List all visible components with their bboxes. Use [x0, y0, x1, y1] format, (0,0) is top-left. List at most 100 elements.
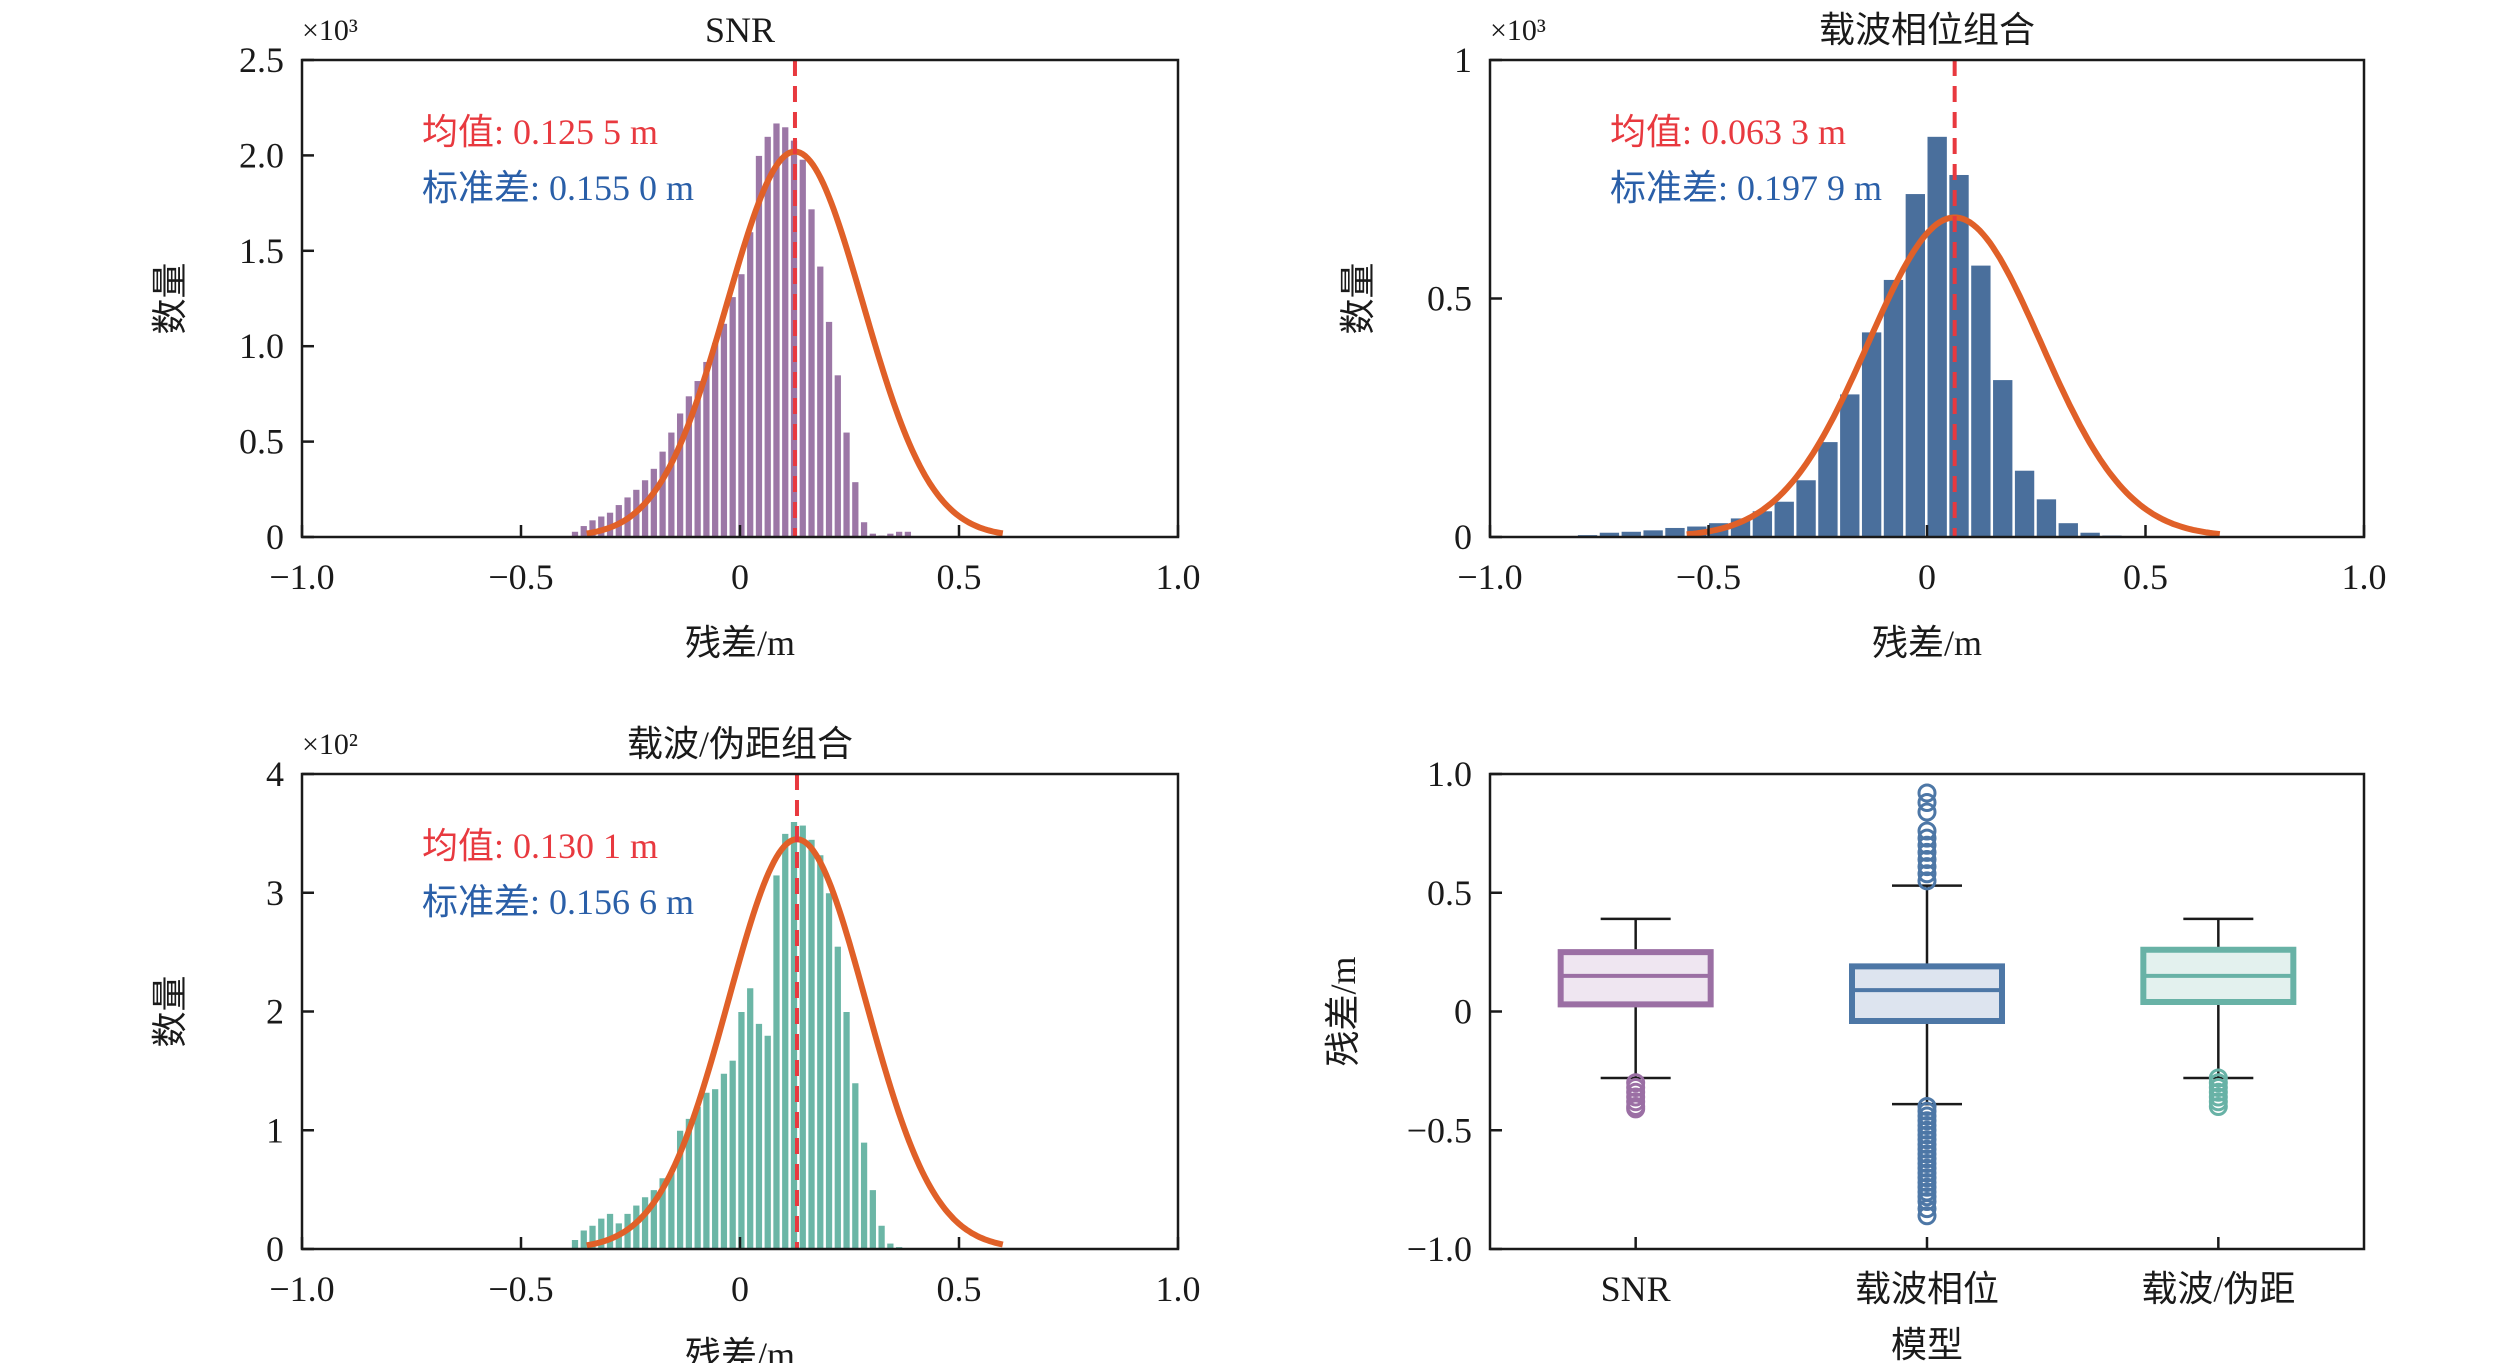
snr-ticks: −1.0 −0.5 0 0.5 1.0 0 0.5 1.0 1.5 2.0 2.5 [239, 40, 1201, 597]
snr-x-axis-label: 残差/m [685, 623, 795, 663]
carrier-pseudorange-bar [798, 824, 807, 1250]
snr-x-tick-label: 0.5 [937, 557, 982, 597]
carrier-pseudorange-bar [719, 1072, 729, 1250]
carrier-pseudorange-bar [781, 832, 790, 1250]
carrier-pseudorange-std-annotation: 标准差: 0.156 6 m [422, 882, 694, 922]
carrier-phase-bar [1817, 441, 1839, 538]
snr-bar [763, 135, 772, 538]
carrier-pseudorange-bar [737, 1011, 746, 1250]
snr-y-tick-label: 1.5 [239, 231, 284, 271]
box-outlier [1626, 1099, 1646, 1119]
snr-bar [579, 525, 588, 538]
carrier-pseudorange-bar [877, 1224, 886, 1250]
snr-bar [824, 320, 834, 538]
carrier-phase-y-axis-label: 数量 [1338, 262, 1378, 334]
carrier-pseudorange-fit-curve [586, 836, 1004, 1249]
snr-bar [746, 231, 755, 538]
carrier-pseudorange-bar [763, 1034, 772, 1250]
snr-bar [807, 208, 816, 538]
carrier-pseudorange-y-tick-label: 2 [266, 992, 284, 1032]
carrier-phase-x-tick-label: 0.5 [2123, 557, 2168, 597]
carrier-pseudorange-bar [728, 1059, 737, 1250]
snr-x-tick-label: −0.5 [488, 557, 553, 597]
snr-y-axis-label: 数量 [150, 262, 190, 334]
snr-mean-annotation: 均值: 0.125 5 m [422, 112, 658, 152]
carrier-pseudorange-bar [570, 1239, 580, 1250]
boxplot-category-label: 载波/伪距 [2141, 1269, 2295, 1309]
snr-y-tick-label: 0 [266, 517, 284, 557]
snr-bars [570, 122, 913, 538]
snr-bar [667, 431, 676, 538]
carrier-pseudorange-y-axis-label: 数量 [150, 975, 190, 1047]
snr-x-tick-label: 0 [731, 557, 749, 597]
box-outlier [1917, 1192, 1937, 1211]
carrier-phase-bar [1970, 264, 1992, 538]
carrier-pseudorange-bar [824, 892, 834, 1250]
carrier-pseudorange-bar [772, 874, 781, 1250]
carrier-phase-bar [1992, 379, 2014, 538]
carrier-pseudorange-bar [868, 1189, 877, 1250]
boxplot-x-axis-label: 模型 [1891, 1325, 1963, 1363]
snr-bar [711, 341, 720, 538]
carrier-pseudorange-bar [746, 987, 755, 1250]
boxplot-category-label: 载波相位 [1855, 1269, 1999, 1309]
box-outlier [1917, 842, 1937, 862]
carrier-phase-x-tick-label: −1.0 [1457, 557, 1522, 597]
carrier-pseudorange-ticks: −1.0 −0.5 0 0.5 1.0 0 1 2 3 4 [266, 754, 1201, 1309]
panel-snr-histogram: −1.0 −0.5 0 0.5 1.0 0 0.5 1.0 1.5 2.0 2.5 SNR ×10³… [150, 10, 1201, 663]
carrier-pseudorange-x-tick-label: 1.0 [1156, 1269, 1201, 1309]
box-outlier [1917, 1199, 1937, 1219]
carrier-phase-bar [1860, 331, 1883, 538]
carrier-phase-bar [1948, 173, 1970, 538]
carrier-phase-bar [2057, 522, 2079, 538]
snr-y-tick-label: 2.5 [239, 40, 284, 80]
boxplot-y-tick-label: −1.0 [1407, 1229, 1472, 1269]
carrier-phase-y-tick-label: 0.5 [1427, 279, 1472, 319]
carrier-pseudorange-bar [702, 1091, 711, 1250]
carrier-pseudorange-chart-title: 载波/伪距组合 [627, 724, 853, 764]
boxplot-y-axis-label: 残差/m [1323, 956, 1363, 1066]
carrier-pseudorange-bar [851, 1082, 860, 1250]
box-outlier [1917, 828, 1937, 848]
carrier-pseudorange-bar [842, 1011, 851, 1250]
box-iqr [1557, 949, 1714, 1008]
carrier-pseudorange-bar [605, 1212, 615, 1250]
snr-x-tick-label: −1.0 [269, 557, 334, 597]
box-outlier [2208, 1097, 2228, 1116]
snr-bar [658, 450, 667, 538]
snr-y-tick-label: 1.0 [239, 326, 284, 366]
box-outlier [1917, 835, 1937, 855]
carrier-pseudorange-y-tick-label: 1 [266, 1110, 284, 1150]
snr-bar [798, 158, 807, 538]
snr-bar [781, 126, 790, 538]
snr-bar [772, 122, 781, 538]
snr-bar [737, 273, 746, 538]
snr-scale-label: ×10³ [302, 14, 358, 47]
box-outlier [1917, 871, 1937, 891]
carrier-phase-scale-label: ×10³ [1490, 14, 1546, 47]
carrier-phase-bar [1664, 526, 1686, 538]
carrier-pseudorange-y-tick-label: 4 [266, 754, 284, 794]
boxplot-y-tick-label: 0 [1454, 992, 1472, 1032]
carrier-pseudorange-bar [816, 854, 825, 1250]
boxplot-y-tick-label: −0.5 [1407, 1110, 1472, 1150]
carrier-pseudorange-scale-label: ×10² [302, 728, 358, 761]
snr-bar [816, 265, 825, 538]
box-outlier [1917, 802, 1937, 822]
carrier-phase-x-axis-label: 残差/m [1872, 623, 1982, 663]
carrier-phase-mean-annotation: 均值: 0.063 3 m [1610, 112, 1846, 152]
box-3 [2140, 917, 2297, 1116]
snr-bar [859, 521, 869, 538]
carrier-pseudorange-x-tick-label: 0 [731, 1269, 749, 1309]
carrier-phase-bar [1795, 479, 1817, 538]
carrier-pseudorange-bar [579, 1229, 588, 1250]
box-1 [1557, 917, 1714, 1119]
snr-std-annotation: 标准差: 0.155 0 m [422, 168, 694, 208]
carrier-pseudorange-y-tick-label: 3 [266, 873, 284, 913]
carrier-pseudorange-bar [693, 1106, 702, 1250]
boxplot-category-label: SNR [1601, 1269, 1671, 1309]
carrier-pseudorange-bar [711, 1088, 720, 1250]
panel-carrier-pseudorange-histogram: −1.0 −0.5 0 0.5 1.0 0 1 2 3 4 载波/伪距组合 ×10² 残差/m 数… [150, 724, 1201, 1363]
box-outlier [1917, 850, 1937, 869]
